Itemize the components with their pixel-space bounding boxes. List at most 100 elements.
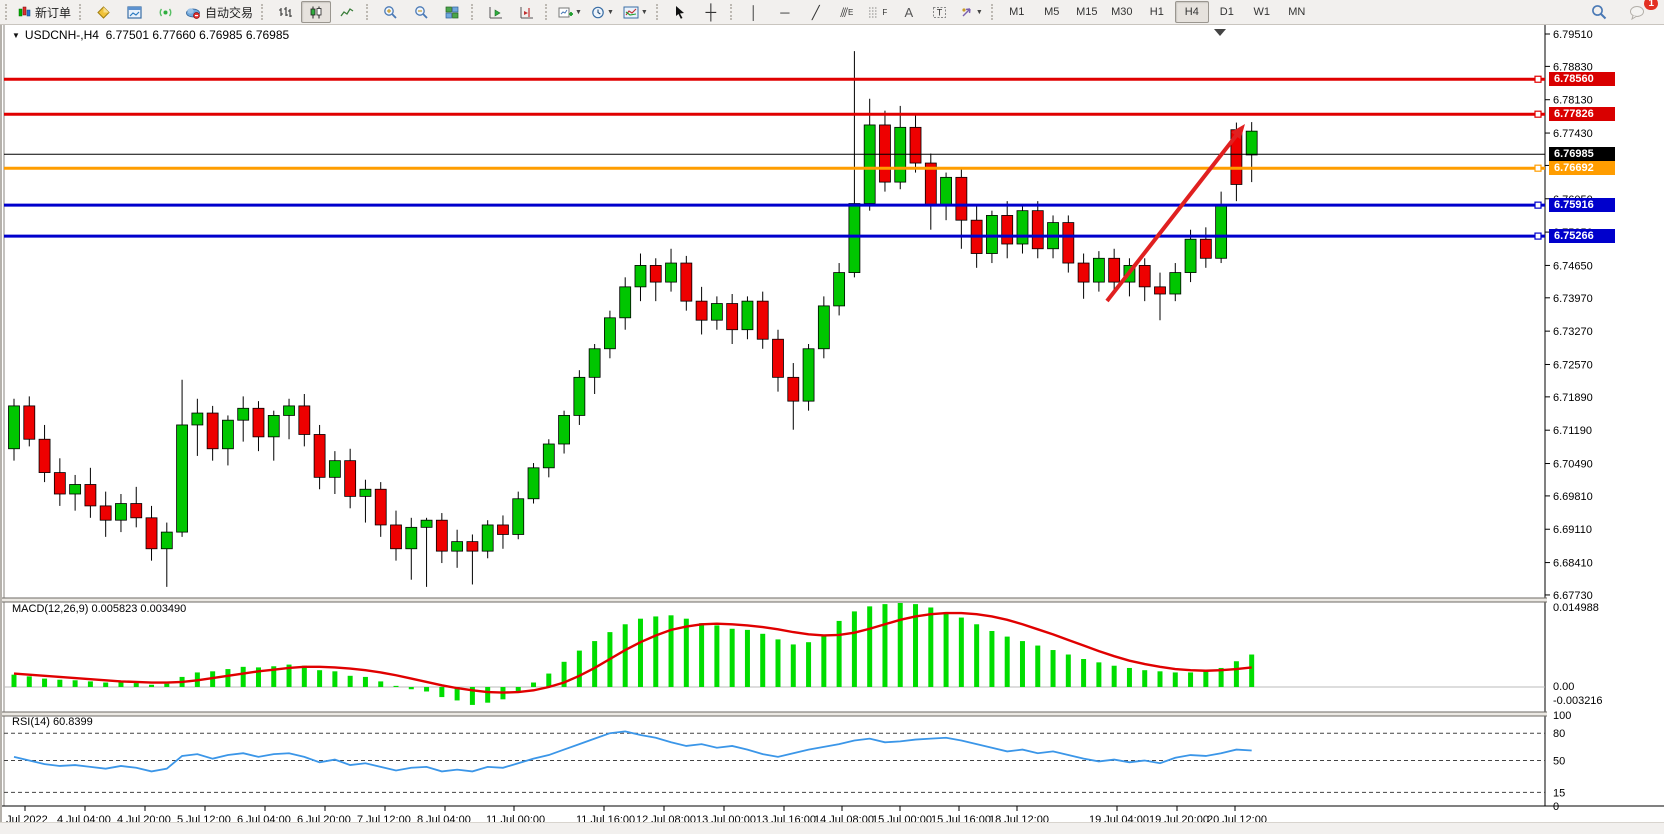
dropdown-arrow-icon: ▼ [975, 8, 983, 16]
svg-text:4 Jul 20:00: 4 Jul 20:00 [117, 814, 171, 822]
price-tag: 6.76985 [1549, 147, 1615, 162]
toolbar-drag-handle[interactable] [5, 4, 10, 20]
chart-title: ▼ USDCNH-,H4 6.77501 6.77660 6.76985 6.76… [12, 28, 289, 42]
horizontal-line-icon: ─ [780, 4, 790, 20]
chart-shift-icon [520, 6, 533, 18]
zoom-out-button[interactable] [406, 1, 436, 23]
text-label-button[interactable]: T [925, 1, 955, 23]
macd-pane [4, 603, 1545, 705]
svg-text:100: 100 [1553, 710, 1571, 722]
arrows-dropdown[interactable]: ▼ [956, 1, 987, 23]
svg-text:6 Jul 04:00: 6 Jul 04:00 [237, 814, 291, 822]
chat-icon [1629, 5, 1644, 20]
svg-text:19 Jul 20:00: 19 Jul 20:00 [1149, 814, 1209, 822]
svg-text:6.71190: 6.71190 [1553, 425, 1592, 437]
signals-button[interactable] [150, 1, 180, 23]
timeframe-h4-button[interactable]: H4 [1174, 1, 1209, 23]
tile-windows-button[interactable] [437, 1, 467, 23]
notifications-button[interactable]: 1 [1622, 0, 1658, 23]
timeframe-d1-button[interactable]: D1 [1219, 6, 1234, 18]
svg-text:6.72570: 6.72570 [1553, 359, 1593, 371]
svg-text:14 Jul 08:00: 14 Jul 08:00 [814, 814, 874, 822]
data-window-button[interactable] [119, 1, 149, 23]
zoom-in-icon [383, 6, 397, 19]
svg-text:6.78830: 6.78830 [1553, 61, 1593, 73]
svg-text:20 Jul 12:00: 20 Jul 12:00 [1207, 814, 1267, 822]
svg-text:6.68410: 6.68410 [1553, 558, 1593, 570]
candlestick-icon [310, 6, 322, 18]
chart-menu-arrow-icon[interactable]: ▼ [12, 31, 20, 40]
indicators-dropdown[interactable]: ▼ [619, 1, 652, 23]
toolbar-separator [729, 4, 735, 20]
chart-shift-button[interactable] [511, 1, 541, 23]
new-chart-dropdown[interactable]: ▼ [554, 1, 586, 23]
toolbar: 新订单 [0, 0, 1664, 25]
candles-layer [8, 51, 1258, 587]
svg-text:T: T [937, 7, 943, 17]
timeframe-w1-button[interactable]: W1 [1253, 6, 1271, 18]
timeframe-h1-button[interactable]: H1 [1149, 6, 1164, 18]
svg-text:4 Jul 04:00: 4 Jul 04:00 [57, 814, 111, 822]
rsi-indicator-label: RSI(14) 60.8399 [12, 716, 93, 728]
trendline-button[interactable]: ╱ [801, 1, 831, 23]
price-tag: 6.75266 [1549, 229, 1615, 244]
autotrading-cloud-icon [186, 7, 200, 19]
svg-text:6.67730: 6.67730 [1553, 590, 1593, 602]
shapes-icon [962, 7, 971, 16]
signal-icon [159, 8, 171, 16]
timeframe-m30-button[interactable]: M30 [1111, 6, 1133, 18]
toolbar-separator [366, 4, 371, 20]
svg-text:11 Jul 16:00: 11 Jul 16:00 [576, 814, 635, 822]
svg-text:15: 15 [1553, 787, 1565, 799]
svg-text:15 Jul 00:00: 15 Jul 00:00 [872, 814, 932, 822]
notification-badge: 1 [1644, 0, 1658, 10]
toolbar-right: 1 [1584, 0, 1662, 23]
svg-text:6.71890: 6.71890 [1553, 392, 1593, 404]
candlestick-button[interactable] [301, 1, 332, 23]
new-chart-icon [558, 7, 574, 17]
text-icon: A [904, 4, 914, 20]
price-tag: 6.76692 [1549, 161, 1615, 176]
timeframe-m5-button[interactable]: M5 [1044, 6, 1060, 18]
svg-text:80: 80 [1553, 728, 1565, 740]
zoom-in-button[interactable] [375, 1, 405, 23]
timeframe-m15-button[interactable]: M15 [1076, 6, 1098, 18]
svg-text:19 Jul 04:00: 19 Jul 04:00 [1089, 814, 1149, 822]
auto-scroll-icon [489, 6, 502, 18]
search-button[interactable] [1584, 1, 1614, 23]
tile-windows-icon [445, 6, 459, 18]
svg-text:6.69810: 6.69810 [1553, 491, 1593, 503]
symbol-period: USDCNH-,H4 [24, 28, 99, 42]
bar-chart-icon [279, 6, 293, 17]
svg-text:0.014988: 0.014988 [1553, 602, 1599, 614]
horizontal-line-button[interactable]: ─ [770, 1, 800, 23]
line-chart-button[interactable] [332, 1, 362, 23]
toolbar-separator [655, 4, 661, 20]
autotrading-button[interactable]: 自动交易 [181, 1, 257, 23]
svg-text:6.73970: 6.73970 [1553, 293, 1593, 305]
cursor-button[interactable] [665, 1, 695, 23]
equidistant-channel-button[interactable]: ⫻ E [832, 1, 862, 23]
new-order-button[interactable]: 新订单 [14, 1, 75, 23]
fibonacci-button[interactable]: F [863, 1, 893, 23]
svg-text:6.79510: 6.79510 [1553, 29, 1593, 41]
vertical-line-button[interactable]: │ [739, 1, 769, 23]
crosshair-button[interactable]: ┼ [696, 1, 726, 23]
price-tag: 6.78560 [1549, 72, 1615, 87]
ohlc-close: 6.76985 [245, 28, 290, 42]
market-watch-button[interactable] [88, 1, 118, 23]
profiles-clock-dropdown[interactable]: ▼ [587, 1, 618, 23]
dropdown-arrow-icon: ▼ [640, 8, 648, 16]
bar-chart-button[interactable] [270, 1, 300, 23]
timeframe-mn-button[interactable]: MN [1288, 6, 1306, 18]
auto-scroll-button[interactable] [480, 1, 510, 23]
svg-text:6.78130: 6.78130 [1553, 95, 1593, 107]
zoom-out-icon [414, 6, 428, 19]
text-button[interactable]: A [894, 1, 924, 23]
chart-canvas[interactable]: 6.795106.788306.781306.774306.767506.760… [2, 25, 1664, 822]
trend-arrow-object [1105, 124, 1245, 303]
text-label-icon: T [933, 6, 947, 18]
svg-text:0: 0 [1553, 801, 1559, 813]
timeframe-m1-button[interactable]: M1 [1009, 6, 1025, 18]
chart-window: 6.795106.788306.781306.774306.767506.760… [0, 25, 1664, 822]
